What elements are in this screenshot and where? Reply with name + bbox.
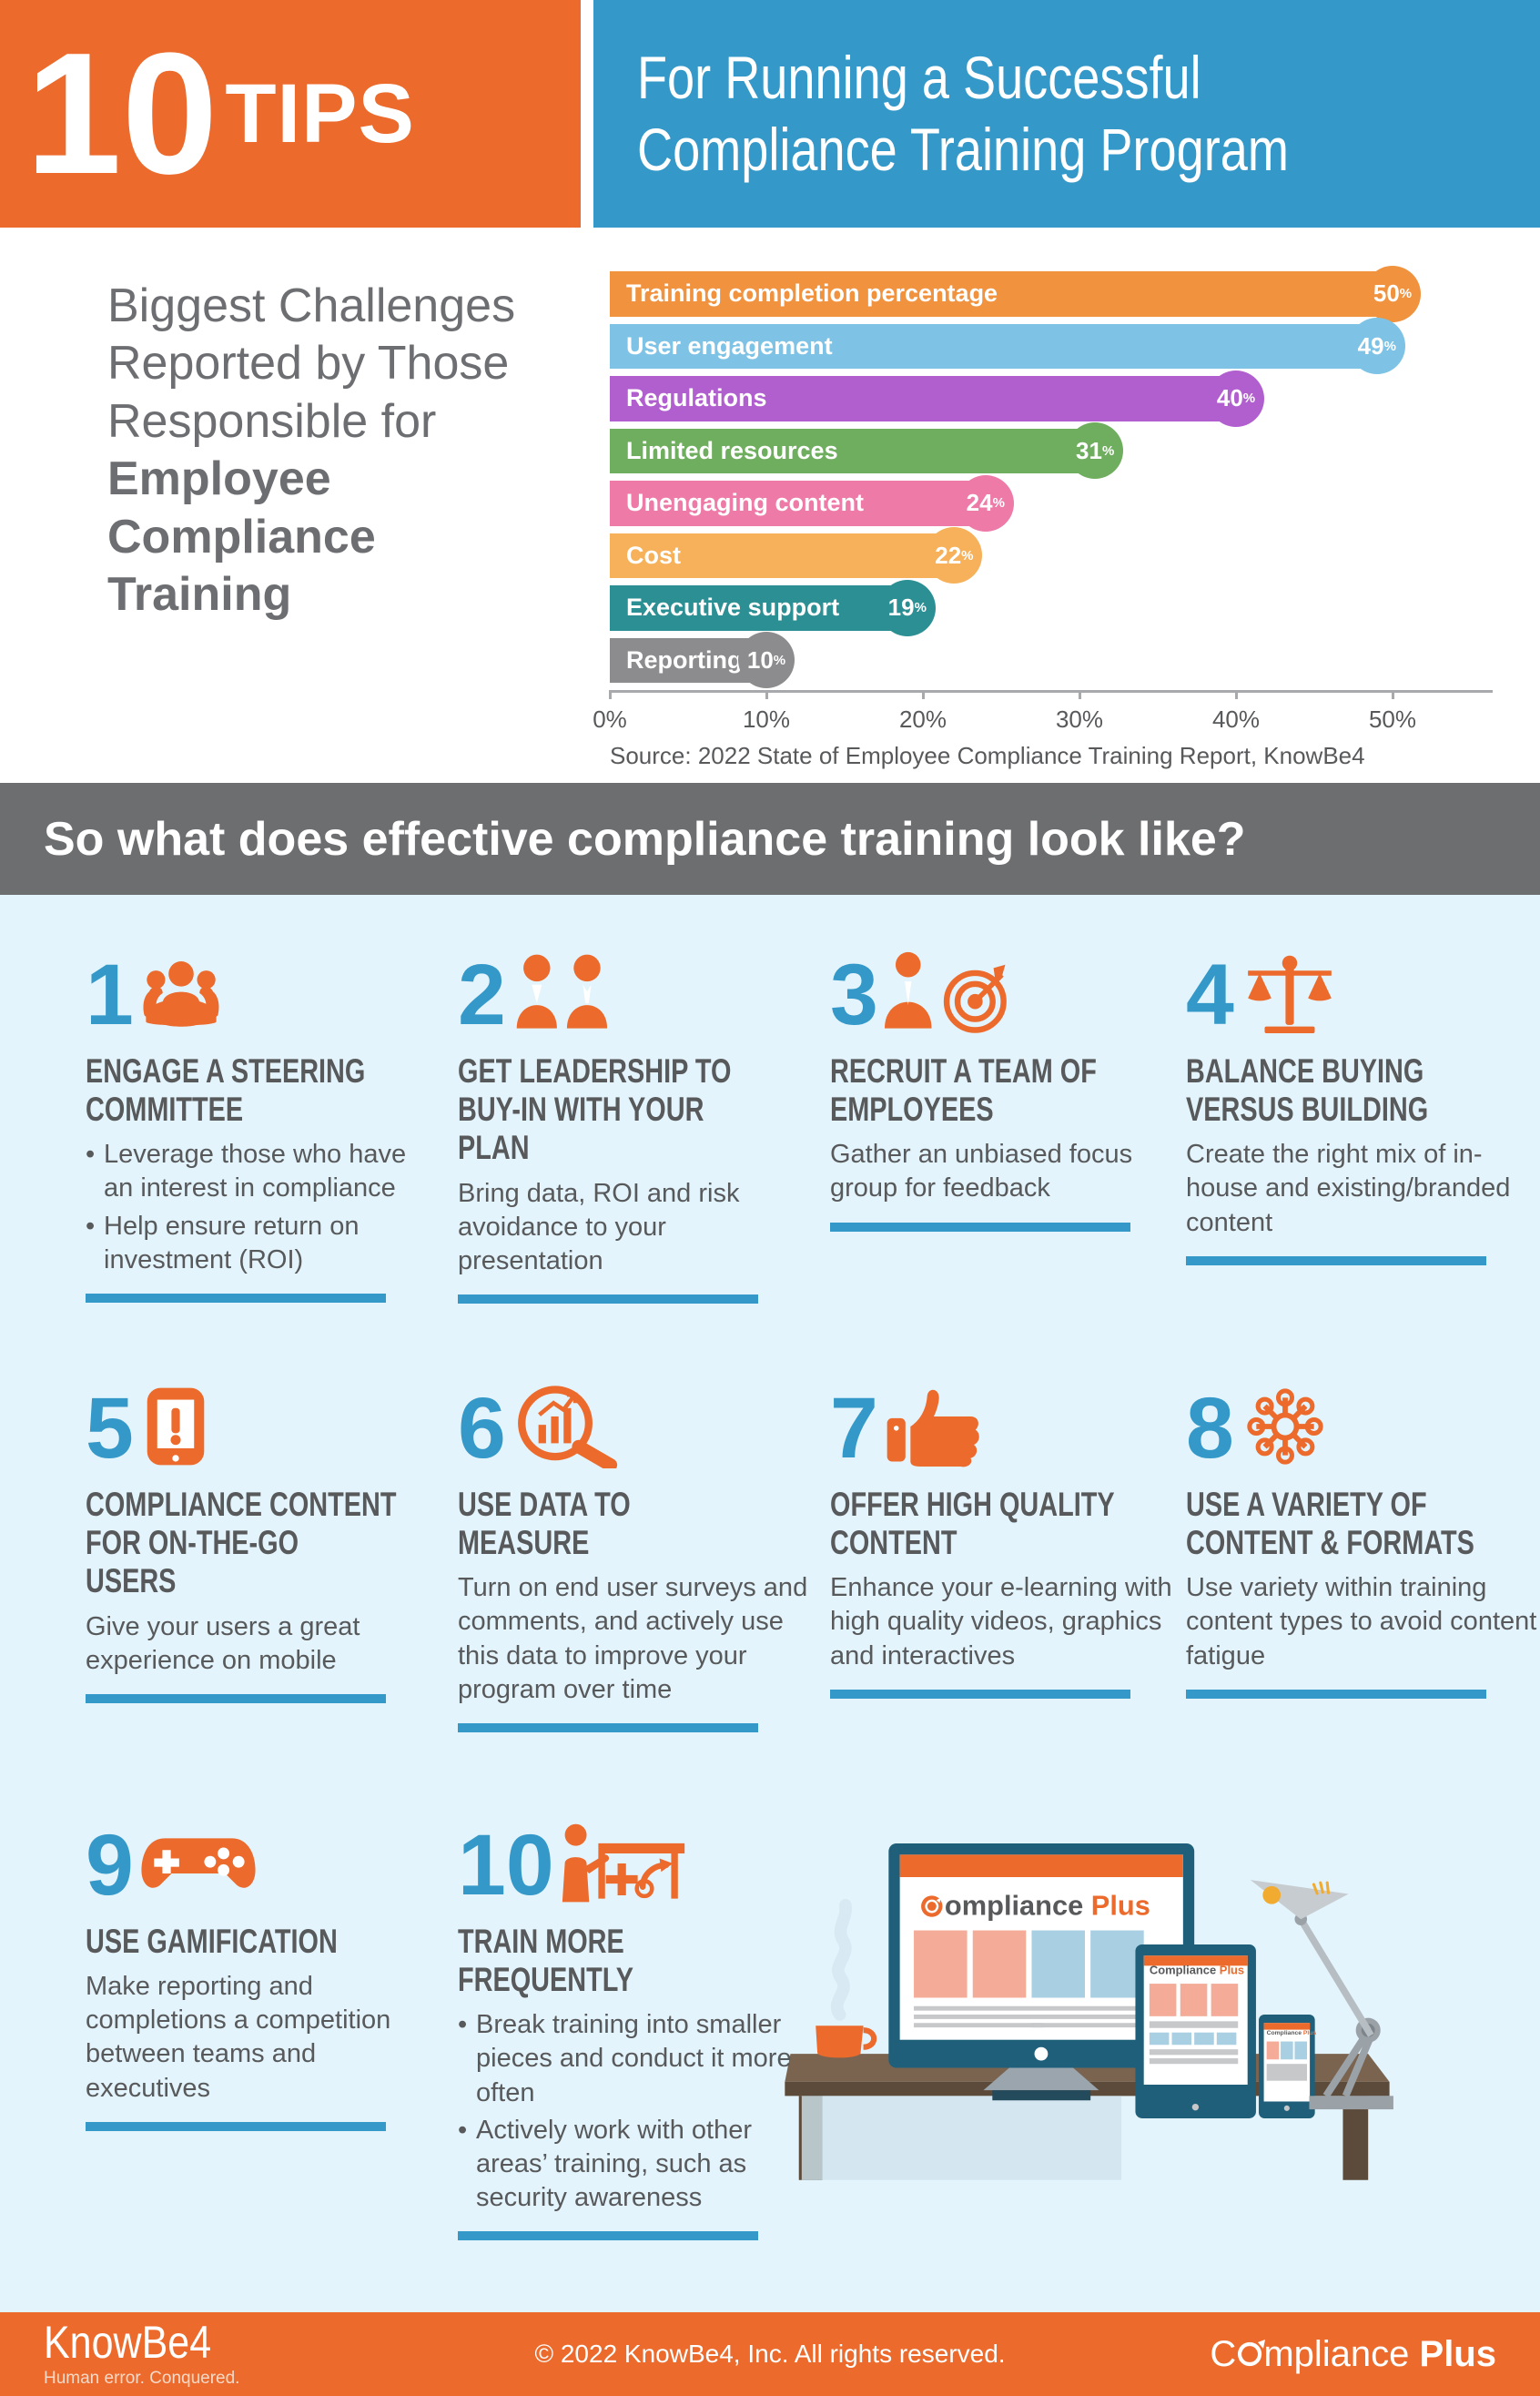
svg-text:ompliance Plus: ompliance Plus: [945, 1889, 1150, 1921]
svg-text:Compliance Plus: Compliance Plus: [1267, 2030, 1317, 2036]
svg-text:Compliance Plus: Compliance Plus: [1150, 1964, 1244, 1977]
